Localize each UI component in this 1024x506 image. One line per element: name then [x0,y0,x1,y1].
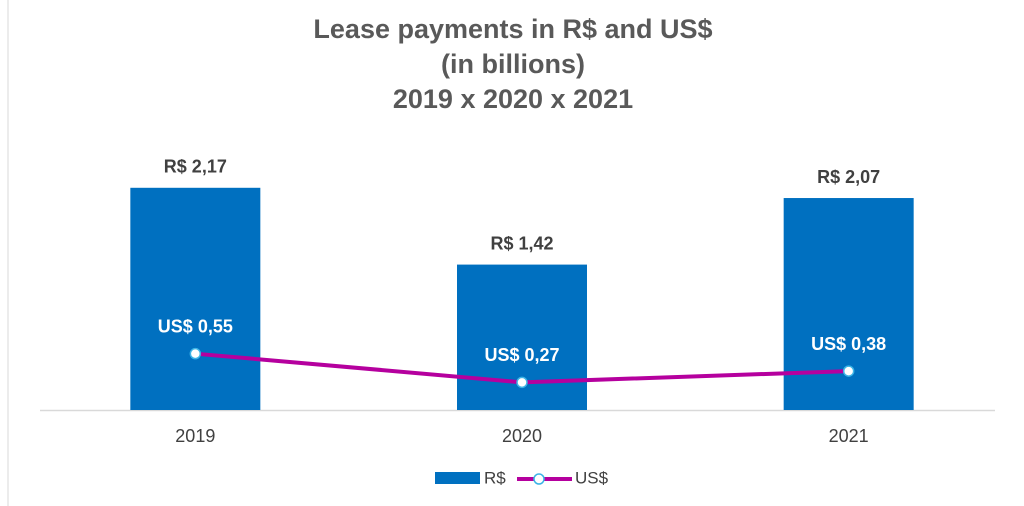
x-tick-label: 2019 [175,426,215,446]
line-value-label: US$ 0,38 [811,334,886,354]
legend-label: R$ [484,468,506,487]
chart-title: 2019 x 2020 x 2021 [393,84,633,114]
legend-label: US$ [575,468,609,487]
legend-swatch [533,473,545,485]
bar [457,264,587,410]
point [189,347,202,360]
x-tick-label: 2020 [502,426,542,446]
chart-title: Lease payments in R$ and US$ [313,14,712,44]
bar-value-label: R$ 2,17 [164,157,227,177]
bar [783,198,914,410]
bar-value-label: R$ 1,42 [490,233,553,253]
point [516,376,528,389]
point [842,365,855,377]
legend-swatch [435,472,480,484]
bar-value-label: R$ 2,07 [817,167,880,187]
line-value-label: US$ 0,55 [158,316,233,336]
chart-title: (in billions) [441,49,585,79]
x-tick-label: 2021 [829,426,869,446]
line-value-label: US$ 0,27 [484,345,559,365]
bar [130,187,261,410]
